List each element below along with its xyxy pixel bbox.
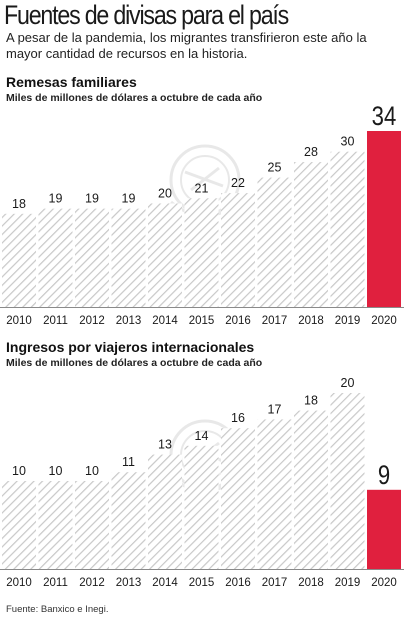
bar-value-label: 22 <box>231 176 245 190</box>
chart1-subtitle: Miles de millones de dólares a octubre d… <box>6 92 263 104</box>
chart2-subtitle: Miles de millones de dólares a octubre d… <box>6 357 263 369</box>
bar <box>330 151 365 307</box>
bar-value-label: 14 <box>195 429 209 443</box>
x-tick-label: 2014 <box>152 315 178 327</box>
highlight-value-label: 9 <box>378 461 390 491</box>
source-note: Fuente: Banxico e Inegi. <box>6 604 109 615</box>
chart1-title: Remesas familiares <box>6 74 137 90</box>
bar <box>148 454 182 569</box>
x-tick-label: 2018 <box>298 577 324 589</box>
bar <box>184 198 219 307</box>
x-tick-label: 2010 <box>6 577 32 589</box>
bar <box>257 419 292 569</box>
x-tick-label: 2013 <box>116 315 142 327</box>
bar <box>330 393 365 569</box>
x-tick-label: 2010 <box>6 315 32 327</box>
bar <box>75 481 109 569</box>
x-tick-label: 2020 <box>371 315 397 327</box>
chart2-title: Ingresos por viajeros internacionales <box>6 339 255 355</box>
x-tick-label: 2019 <box>335 315 361 327</box>
bar-value-label: 30 <box>341 135 355 149</box>
bar-value-label: 18 <box>12 197 26 211</box>
bar-value-label: 21 <box>195 181 209 195</box>
x-tick-label: 2015 <box>189 315 215 327</box>
remesas-bar-chart: 18 2010 19 2011 19 2012 19 2013 20 2014 21 2015 22 20… <box>0 102 404 327</box>
viajeros-bar-chart: 10 2010 10 2011 10 2012 11 2013 13 2014 14 2015 16 20… <box>0 376 404 589</box>
page-subtitle: A pesar de la pandemia, los migrantes tr… <box>6 30 367 61</box>
bar-value-label: 10 <box>12 464 26 478</box>
x-tick-label: 2011 <box>43 315 68 327</box>
x-tick-label: 2020 <box>371 577 397 589</box>
bar <box>38 208 73 307</box>
bar <box>294 410 328 569</box>
highlight-bar <box>367 131 401 307</box>
x-tick-label: 2015 <box>189 577 215 589</box>
bar <box>38 481 73 569</box>
bar-value-label: 11 <box>122 455 135 469</box>
bar <box>75 208 109 307</box>
bar <box>221 428 255 569</box>
bar-value-label: 20 <box>341 376 355 390</box>
bar-value-label: 17 <box>268 402 282 416</box>
x-tick-label: 2016 <box>225 315 251 327</box>
bar-value-label: 13 <box>158 438 172 452</box>
x-tick-label: 2017 <box>262 315 288 327</box>
bar <box>184 445 219 569</box>
x-tick-label: 2016 <box>225 577 251 589</box>
x-tick-label: 2018 <box>298 315 324 327</box>
bar-value-label: 16 <box>231 411 245 425</box>
x-tick-label: 2011 <box>43 577 68 589</box>
bar-value-label: 19 <box>122 192 136 206</box>
highlight-bar <box>367 489 401 569</box>
bar-value-label: 28 <box>304 145 318 159</box>
bar-value-label: 19 <box>85 192 99 206</box>
x-tick-label: 2019 <box>335 577 361 589</box>
bar-value-label: 19 <box>49 192 63 206</box>
x-tick-label: 2017 <box>262 577 288 589</box>
bar-value-label: 25 <box>268 161 282 175</box>
page-title: Fuentes de divisas para el país <box>4 0 289 30</box>
x-tick-label: 2012 <box>79 577 105 589</box>
x-tick-label: 2013 <box>116 577 142 589</box>
bar <box>2 481 36 569</box>
bar <box>294 162 328 307</box>
x-tick-label: 2014 <box>152 577 178 589</box>
x-tick-label: 2012 <box>79 315 105 327</box>
bar <box>148 203 182 307</box>
bar <box>221 193 255 307</box>
bar <box>2 213 36 307</box>
highlight-value-label: 34 <box>372 102 397 132</box>
bar-value-label: 18 <box>304 394 318 408</box>
bar <box>257 177 292 307</box>
bar-value-label: 10 <box>49 464 63 478</box>
bar <box>111 208 146 307</box>
bar-value-label: 20 <box>158 186 172 200</box>
bar <box>111 472 146 569</box>
bar-value-label: 10 <box>85 464 99 478</box>
